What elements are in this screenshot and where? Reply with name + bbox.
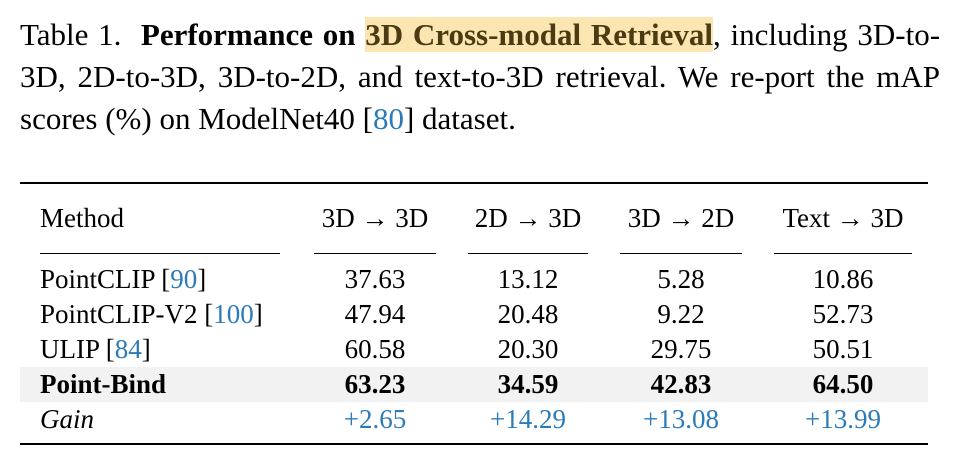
value-2d-to-3d: +14.29: [490, 404, 566, 434]
citation-link[interactable]: 84: [114, 334, 142, 364]
table-top-rule: [20, 182, 928, 184]
caption-text-1: , including 3D-to-3D, 2D-to-3D, 3D-to-2D…: [20, 17, 941, 136]
value-text-to-3d: 10.86: [812, 264, 874, 294]
caption-text-2: ] dataset.: [403, 101, 516, 136]
caption-label: Table 1.: [20, 17, 122, 52]
value-2d-to-3d: 13.12: [497, 264, 559, 294]
value-3d-to-2d: 42.83: [650, 369, 712, 399]
highlighted-row-background: [20, 367, 928, 402]
header-text-to-3d: Text → 3D: [782, 203, 904, 233]
header-rule-2d-to-3d: [468, 253, 588, 254]
header-method: Method: [40, 203, 124, 233]
caption-bold-lead: Performance on: [140, 17, 356, 52]
value-3d-to-3d: 37.63: [344, 264, 406, 294]
header-rule-text-to-3d: [774, 253, 912, 254]
value-2d-to-3d: 34.59: [497, 369, 559, 399]
value-3d-to-2d: 5.28: [657, 264, 705, 294]
header-3d-to-3d: 3D → 3D: [321, 203, 429, 233]
method-name: Point-Bind: [40, 369, 167, 399]
method-name: PointCLIP-V2 [100]: [40, 299, 263, 329]
value-text-to-3d: +13.99: [805, 404, 881, 434]
method-name: ULIP [84]: [40, 334, 151, 364]
citation-link[interactable]: 90: [170, 264, 198, 294]
value-text-to-3d: 64.50: [812, 369, 874, 399]
value-text-to-3d: 52.73: [812, 299, 874, 329]
value-3d-to-3d: +2.65: [343, 404, 407, 434]
value-3d-to-2d: +13.08: [643, 404, 719, 434]
value-2d-to-3d: 20.30: [497, 334, 559, 364]
value-3d-to-3d: 47.94: [344, 299, 406, 329]
caption-citation-link[interactable]: 80: [372, 101, 404, 136]
caption-highlight: 3D Cross-modal Retrieval: [365, 17, 714, 52]
method-name: Gain: [40, 404, 94, 434]
header-2d-to-3d: 2D → 3D: [474, 203, 582, 233]
value-3d-to-3d: 60.58: [344, 334, 406, 364]
citation-link[interactable]: 100: [213, 299, 254, 329]
value-3d-to-2d: 29.75: [650, 334, 712, 364]
value-3d-to-3d: 63.23: [344, 369, 406, 399]
table-bottom-rule: [20, 443, 928, 445]
table-caption: Table 1. Performance on 3D Cross-modal R…: [20, 14, 940, 140]
header-rule-3d-to-2d: [620, 253, 742, 254]
header-rule-3d-to-3d: [314, 253, 436, 254]
header-rule-method: [40, 253, 280, 254]
header-3d-to-2d: 3D → 2D: [627, 203, 735, 233]
value-3d-to-2d: 9.22: [657, 299, 705, 329]
method-name: PointCLIP [90]: [40, 264, 207, 294]
value-text-to-3d: 50.51: [812, 334, 874, 364]
value-2d-to-3d: 20.48: [497, 299, 559, 329]
